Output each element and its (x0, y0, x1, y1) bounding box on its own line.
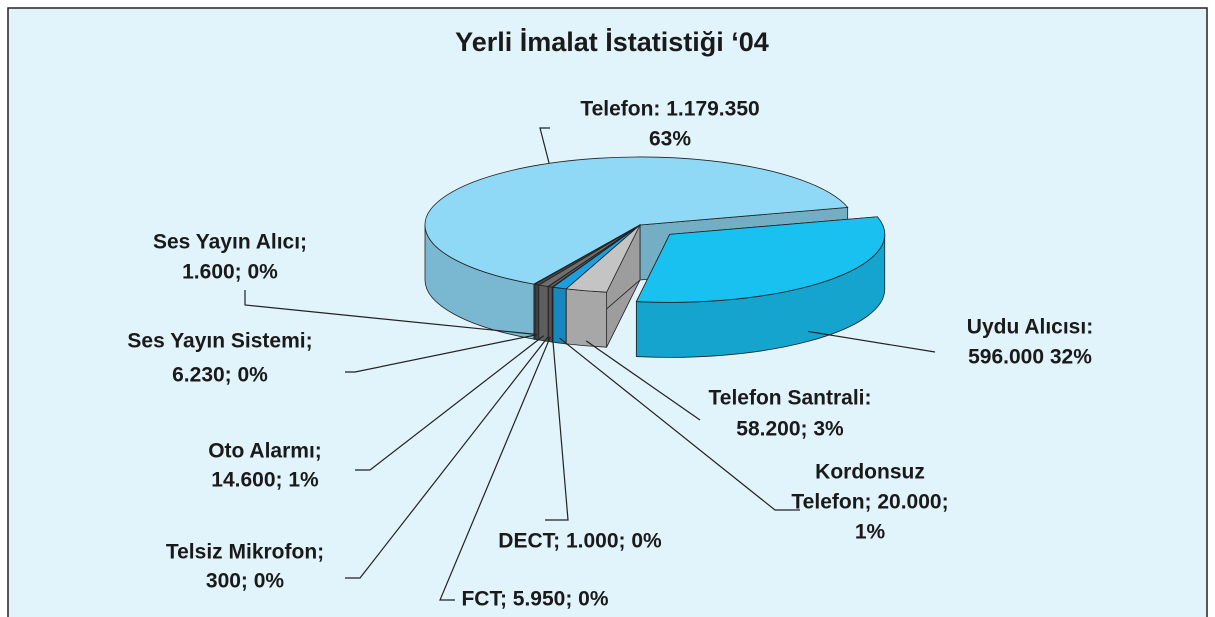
data-label: 14.600; 1% (211, 469, 319, 492)
leader-line (439, 336, 551, 601)
data-label: 63% (649, 128, 691, 151)
leader-line (807, 330, 936, 353)
data-label: Telsiz Mikrofon; (166, 541, 324, 564)
chart-title: Yerli İmalat İstatistiği ‘04 (455, 27, 769, 57)
leader-line (345, 334, 538, 373)
slice-wall (548, 286, 553, 343)
data-label: Telefon; 20.000; (791, 491, 948, 514)
slice (635, 216, 886, 303)
data-label: 300; 0% (206, 570, 285, 593)
leader-line (355, 335, 544, 471)
slice (565, 224, 641, 293)
data-label: Uydu Alıcısı: (967, 316, 1093, 339)
leader-line (585, 340, 701, 421)
data-label: 6.230; 0% (172, 364, 268, 387)
data-label: Telefon Santrali: (709, 387, 872, 410)
data-label: Ses Yayın Sistemi; (127, 330, 312, 353)
data-label: 1.600; 0% (182, 261, 278, 284)
data-label: Telefon: 1.179.350 (580, 98, 759, 121)
leader-line (539, 127, 550, 164)
leader-line (545, 337, 569, 521)
slice-wall (538, 284, 549, 342)
data-label: Kordonsuz (815, 461, 925, 484)
leader-line (244, 290, 535, 335)
data-label: Ses Yayın Alıcı; (153, 231, 307, 254)
slice-wall (552, 286, 567, 345)
data-label: 1% (855, 521, 886, 544)
data-label: FCT; 5.950; 0% (461, 588, 608, 611)
slice (424, 156, 849, 285)
data-label: 58.200; 3% (736, 418, 844, 441)
labels: Uydu Alıcısı: 596.000 32% Telefon Santrali… (127, 98, 1093, 611)
leader-line (559, 337, 800, 511)
slice-wall (534, 283, 540, 341)
data-label: 596.000 32% (968, 346, 1092, 369)
data-label: Oto Alarmı; (208, 440, 322, 463)
data-label: DECT; 1.000; 0% (498, 530, 662, 553)
pie (424, 156, 886, 358)
slice-wall (565, 288, 608, 348)
leader-line (345, 336, 549, 579)
